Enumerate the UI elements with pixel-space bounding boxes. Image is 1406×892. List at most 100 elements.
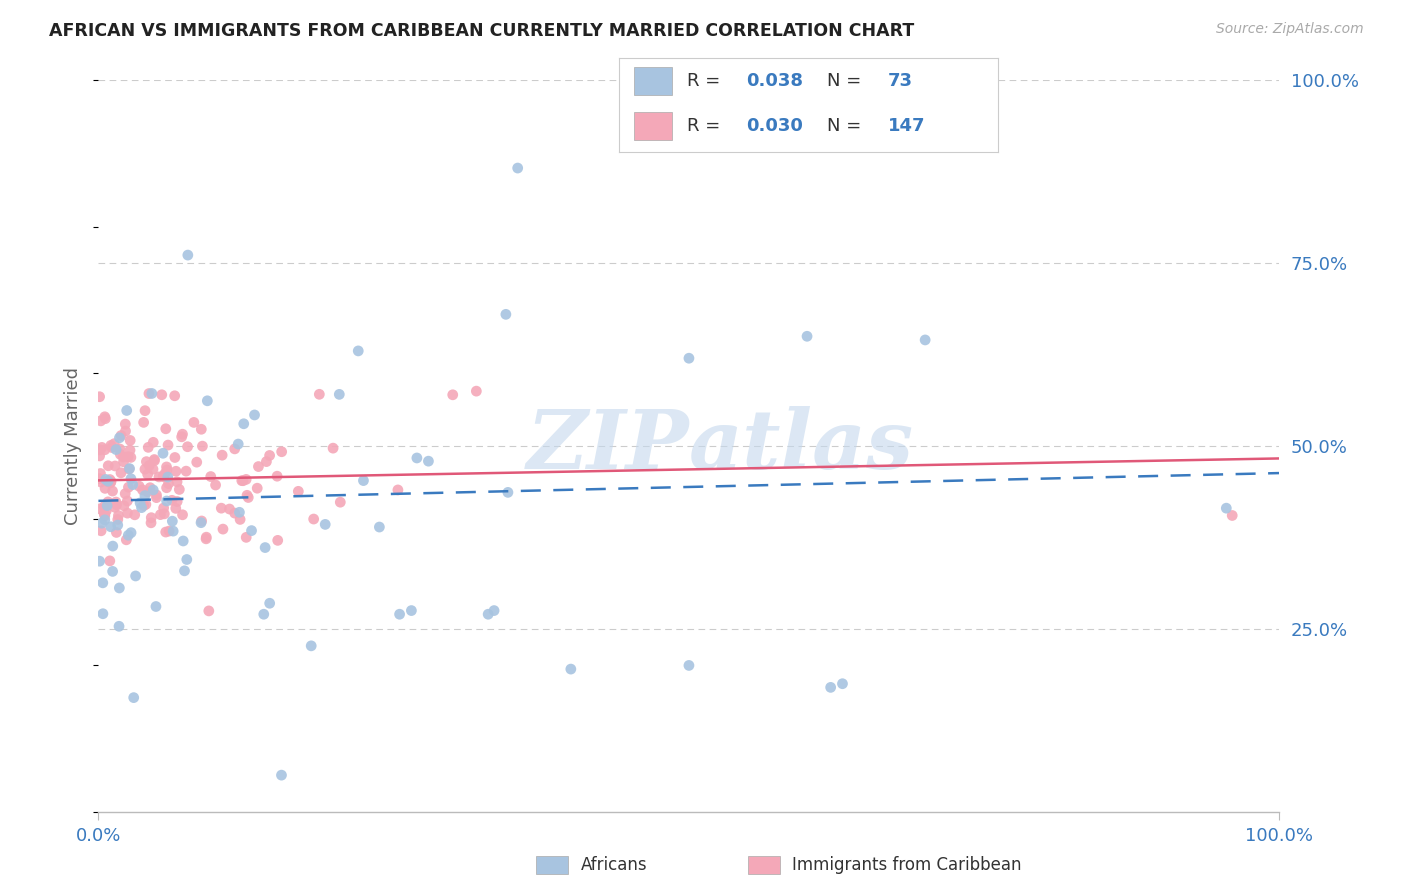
- Point: [134, 462, 156, 476]
- Point: [156, 494, 179, 508]
- Point: [131, 483, 153, 497]
- Point: [195, 532, 218, 546]
- Point: [347, 343, 370, 358]
- Point: [117, 450, 139, 464]
- Point: [465, 384, 488, 399]
- Point: [152, 469, 174, 483]
- Bar: [748, 856, 780, 874]
- Point: [353, 474, 375, 488]
- Point: [114, 417, 136, 431]
- Point: [118, 443, 141, 458]
- Point: [162, 514, 184, 528]
- Point: [678, 351, 700, 366]
- Point: [93, 506, 115, 520]
- Point: [228, 505, 250, 519]
- Point: [118, 461, 141, 475]
- Text: Immigrants from Caribbean: Immigrants from Caribbean: [793, 856, 1022, 874]
- Point: [104, 458, 127, 473]
- Point: [155, 481, 177, 495]
- Point: [235, 530, 257, 544]
- Text: 0.030: 0.030: [745, 118, 803, 136]
- Point: [211, 448, 233, 462]
- Point: [314, 517, 336, 532]
- Point: [108, 442, 131, 456]
- Point: [212, 522, 235, 536]
- Point: [91, 607, 114, 621]
- Point: [135, 455, 157, 469]
- Point: [506, 161, 529, 175]
- Point: [387, 483, 409, 497]
- Point: [134, 489, 156, 503]
- Point: [232, 417, 254, 431]
- Point: [117, 528, 139, 542]
- Point: [820, 681, 842, 695]
- Point: [165, 464, 187, 478]
- Point: [270, 768, 292, 782]
- Point: [139, 516, 162, 530]
- Point: [122, 690, 145, 705]
- Point: [132, 416, 155, 430]
- Point: [172, 427, 194, 442]
- Text: N =: N =: [827, 72, 868, 90]
- Point: [89, 467, 111, 481]
- Point: [134, 403, 156, 417]
- Point: [482, 603, 505, 617]
- Point: [155, 459, 177, 474]
- Point: [218, 502, 240, 516]
- Point: [108, 431, 131, 445]
- Point: [112, 499, 135, 513]
- Point: [110, 466, 132, 480]
- Point: [115, 403, 138, 417]
- Point: [90, 524, 112, 538]
- Point: [115, 533, 138, 547]
- Point: [141, 510, 163, 524]
- Point: [322, 441, 344, 455]
- Point: [209, 501, 232, 516]
- Point: [89, 390, 111, 404]
- Point: [117, 494, 139, 508]
- Point: [94, 508, 117, 523]
- Point: [299, 639, 322, 653]
- Point: [97, 495, 120, 509]
- Point: [560, 662, 582, 676]
- Point: [163, 450, 186, 465]
- Point: [156, 463, 179, 477]
- Point: [141, 386, 163, 401]
- Point: [91, 575, 114, 590]
- Point: [236, 488, 259, 502]
- Point: [108, 581, 131, 595]
- Point: [128, 479, 150, 493]
- Point: [191, 439, 214, 453]
- Point: [136, 484, 159, 499]
- Point: [120, 525, 142, 540]
- Point: [148, 470, 170, 484]
- Point: [153, 467, 176, 481]
- Point: [173, 564, 195, 578]
- Point: [224, 506, 246, 520]
- Point: [89, 554, 111, 568]
- Point: [138, 386, 160, 401]
- Point: [231, 474, 253, 488]
- Point: [142, 483, 165, 497]
- Point: [238, 491, 260, 505]
- Point: [105, 495, 128, 509]
- Point: [138, 458, 160, 473]
- Text: Africans: Africans: [581, 856, 647, 874]
- Point: [97, 474, 120, 488]
- Point: [100, 475, 122, 489]
- Point: [914, 333, 936, 347]
- Point: [110, 428, 132, 442]
- Point: [195, 393, 218, 408]
- Point: [94, 481, 117, 495]
- Point: [302, 512, 325, 526]
- Point: [108, 619, 131, 633]
- Text: R =: R =: [688, 118, 725, 136]
- Point: [149, 508, 172, 522]
- Point: [153, 507, 176, 521]
- Point: [157, 476, 180, 491]
- Point: [266, 469, 288, 483]
- Bar: [537, 856, 568, 874]
- Point: [172, 533, 194, 548]
- Text: 0.038: 0.038: [745, 72, 803, 90]
- Point: [89, 501, 111, 516]
